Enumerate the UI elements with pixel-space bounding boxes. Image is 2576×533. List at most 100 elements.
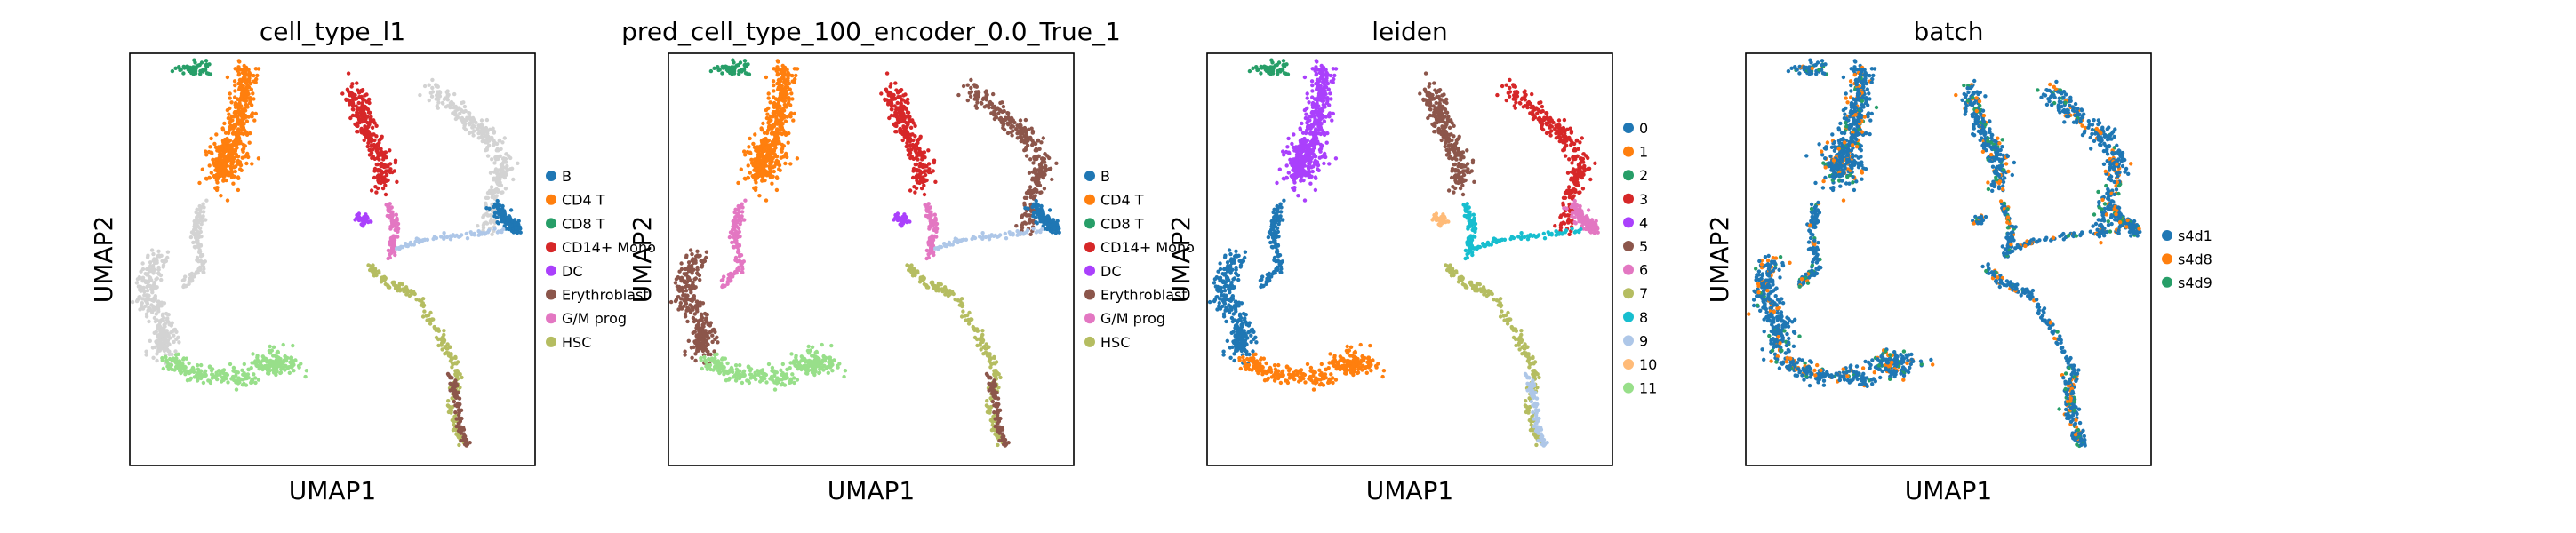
umap-point xyxy=(760,140,764,146)
umap-point xyxy=(770,181,774,186)
umap-point xyxy=(201,210,206,214)
umap-point xyxy=(968,318,972,322)
umap-point xyxy=(472,231,476,236)
umap-point xyxy=(998,233,1003,237)
umap-point xyxy=(792,111,796,116)
legend-label: DC xyxy=(562,263,583,280)
umap-point xyxy=(453,392,458,396)
umap-point xyxy=(495,220,500,225)
umap-point xyxy=(225,372,230,378)
umap-point xyxy=(136,284,141,289)
umap-point xyxy=(253,380,258,386)
umap-point xyxy=(221,171,226,175)
umap-point xyxy=(698,329,702,333)
umap-point xyxy=(777,83,781,87)
umap-point xyxy=(378,147,382,151)
umap-point xyxy=(879,91,884,96)
legend-label: B xyxy=(562,168,572,185)
umap-point xyxy=(909,266,914,270)
umap-point xyxy=(249,366,253,370)
umap-point xyxy=(1019,139,1024,144)
umap-point xyxy=(237,78,243,83)
umap-point xyxy=(1018,118,1023,123)
umap-point xyxy=(241,131,246,137)
umap-point xyxy=(160,312,165,316)
umap-point xyxy=(1035,229,1040,234)
umap-point xyxy=(1275,62,1279,68)
umap-point xyxy=(197,203,202,209)
umap-point xyxy=(274,370,279,375)
umap-point xyxy=(756,156,761,161)
umap-point xyxy=(965,313,970,318)
umap-point xyxy=(738,235,742,239)
umap-point xyxy=(788,115,793,119)
umap-point xyxy=(195,244,200,249)
umap-point xyxy=(767,124,772,129)
umap-point xyxy=(351,107,356,112)
umap-point xyxy=(454,424,459,429)
umap-point xyxy=(492,227,497,231)
umap-point xyxy=(183,274,188,279)
umap-point xyxy=(226,115,231,121)
umap-point xyxy=(1000,435,1004,440)
umap-point xyxy=(462,104,468,109)
umap-point xyxy=(350,103,356,108)
umap-point xyxy=(713,359,718,363)
umap-point xyxy=(383,150,388,155)
umap-point xyxy=(695,299,700,304)
umap-point xyxy=(704,360,708,364)
umap-point xyxy=(173,349,178,354)
umap-point xyxy=(809,368,814,372)
umap-point xyxy=(256,378,261,382)
umap-point xyxy=(700,263,705,267)
umap-point xyxy=(181,357,186,362)
umap-point xyxy=(992,373,996,378)
umap-point xyxy=(142,290,147,294)
umap-point xyxy=(362,218,367,222)
umap-point xyxy=(276,355,281,360)
umap-point xyxy=(353,92,357,98)
umap-point xyxy=(221,177,226,182)
umap-point xyxy=(743,177,748,181)
umap-point xyxy=(900,138,905,143)
umap-point xyxy=(752,168,756,172)
umap-point xyxy=(244,119,250,123)
umap-point xyxy=(156,333,160,338)
umap-point xyxy=(892,114,896,118)
umap-point xyxy=(913,190,917,195)
umap-point xyxy=(217,153,222,157)
umap-point xyxy=(934,226,939,230)
umap-point xyxy=(458,111,462,115)
umap-point xyxy=(758,379,763,384)
umap-point xyxy=(174,359,180,363)
umap-point xyxy=(149,248,155,252)
umap-point xyxy=(251,91,255,96)
umap-point xyxy=(740,380,745,386)
umap-point xyxy=(244,103,249,107)
umap-point xyxy=(502,175,507,180)
umap-point xyxy=(156,265,161,270)
umap-point xyxy=(716,65,720,69)
umap-point xyxy=(476,136,481,140)
umap-point xyxy=(429,94,435,99)
umap-point xyxy=(388,241,392,245)
umap-point xyxy=(776,113,780,117)
umap-point xyxy=(705,313,709,317)
umap-point xyxy=(494,148,499,153)
umap-point xyxy=(156,249,161,253)
umap-point xyxy=(822,359,828,363)
umap-point xyxy=(226,380,230,385)
umap-point xyxy=(898,127,902,132)
umap-point xyxy=(710,328,715,332)
umap-point xyxy=(354,97,359,101)
umap-point xyxy=(747,145,751,149)
umap-point xyxy=(436,329,441,333)
umap-point xyxy=(144,314,149,319)
umap-point xyxy=(815,355,820,360)
umap-point xyxy=(771,123,775,128)
umap-point xyxy=(204,177,209,181)
umap-point xyxy=(895,107,900,111)
umap-point xyxy=(189,369,194,373)
umap-point xyxy=(460,100,464,106)
umap-point xyxy=(998,100,1003,106)
